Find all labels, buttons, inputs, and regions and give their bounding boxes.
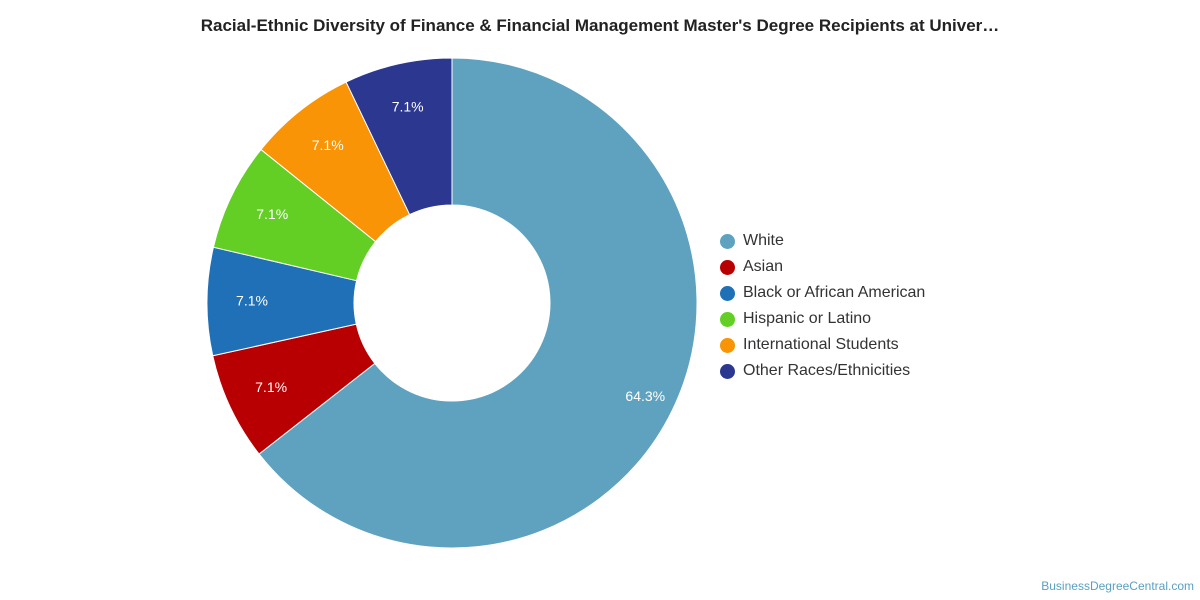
pie-slice-white bbox=[258, 57, 698, 549]
slice-value-label: 7.1% bbox=[312, 137, 344, 153]
legend-swatch bbox=[720, 311, 735, 327]
legend-swatch bbox=[720, 363, 735, 379]
legend-swatch bbox=[720, 285, 735, 301]
chart-title: Racial-Ethnic Diversity of Finance & Fin… bbox=[200, 16, 1000, 35]
legend-item[interactable]: International Students bbox=[720, 332, 925, 358]
legend-item[interactable]: White bbox=[720, 228, 925, 254]
legend-item[interactable]: Asian bbox=[720, 254, 925, 280]
slice-value-label: 64.3% bbox=[625, 388, 665, 404]
legend-label: White bbox=[743, 232, 784, 249]
slice-value-label: 7.1% bbox=[236, 292, 268, 308]
legend-label: Black or African American bbox=[743, 284, 926, 301]
legend-label: International Students bbox=[743, 336, 899, 353]
legend-item[interactable]: Hispanic or Latino bbox=[720, 306, 925, 332]
legend-label: Other Races/Ethnicities bbox=[743, 362, 911, 379]
slice-value-label: 7.1% bbox=[256, 206, 288, 222]
legend-item[interactable]: Black or African American bbox=[720, 280, 925, 306]
chart-legend: White Asian Black or African American Hispa… bbox=[720, 228, 925, 384]
slice-value-label: 7.1% bbox=[255, 379, 287, 395]
credit-text: BusinessDegreeCentral.com bbox=[1041, 579, 1194, 593]
slice-value-label: 7.1% bbox=[392, 99, 424, 115]
pie-slice-other-races-ethnicities bbox=[345, 57, 453, 216]
legend-swatch bbox=[720, 233, 735, 249]
legend-swatch bbox=[720, 259, 735, 275]
legend-label: Asian bbox=[743, 258, 784, 275]
legend-label: Hispanic or Latino bbox=[743, 310, 872, 327]
legend-swatch bbox=[720, 337, 735, 353]
legend-item[interactable]: Other Races/Ethnicities bbox=[720, 358, 925, 384]
